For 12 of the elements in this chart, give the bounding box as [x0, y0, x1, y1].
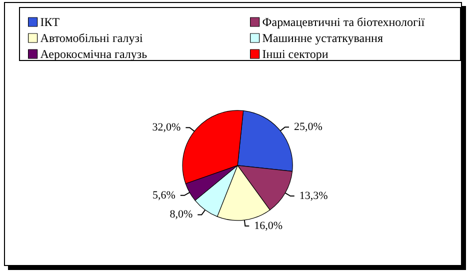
data-label: 8,0%: [170, 208, 193, 221]
legend-label: Інші сектори: [262, 47, 329, 61]
legend-label: Автомобільні галузі: [40, 31, 144, 45]
legend-label: Аерокосмічна галузь: [40, 47, 148, 61]
legend-label: Фармацевтичні та біотехнології: [262, 15, 426, 29]
data-label: 5,6%: [152, 189, 176, 202]
data-label: 13,3%: [299, 190, 328, 202]
data-label: 16,0%: [254, 220, 283, 232]
legend-label: Машинне устаткування: [262, 31, 384, 45]
data-label: 32,0%: [152, 122, 181, 134]
data-label: 25,0%: [294, 121, 322, 134]
legend-label: ІКТ: [40, 15, 60, 29]
